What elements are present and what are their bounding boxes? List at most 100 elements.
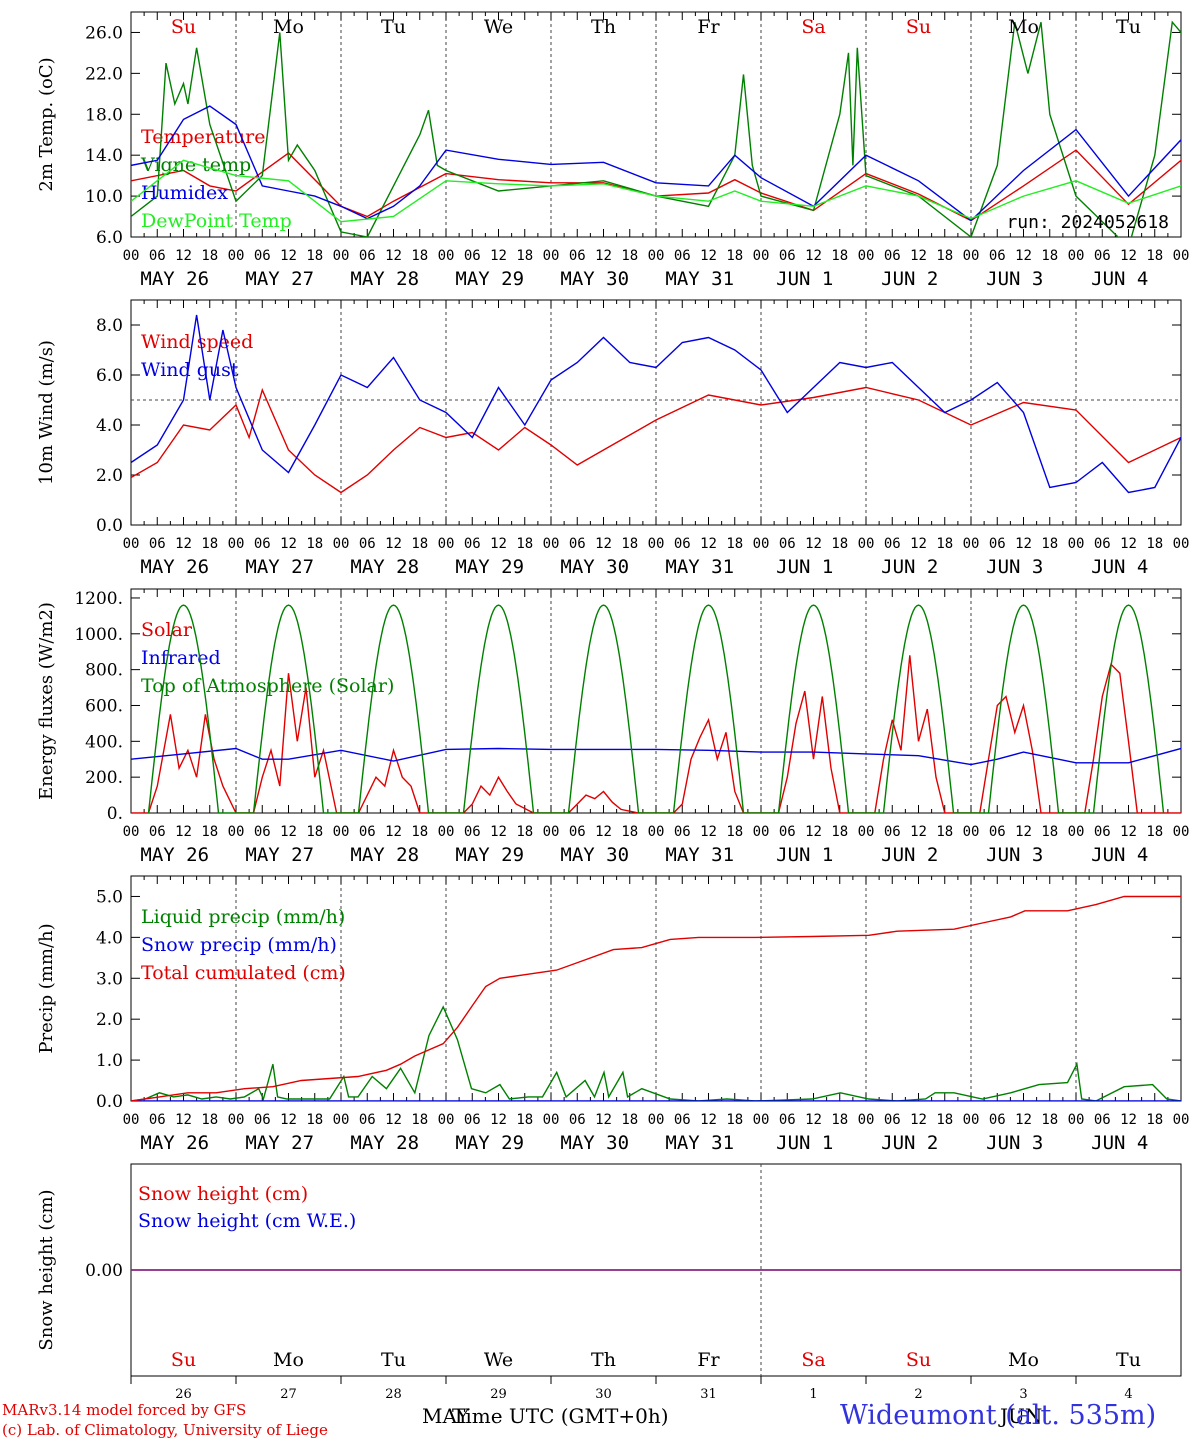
hour-tick-label: 18 <box>1146 536 1163 552</box>
hour-tick-label: 18 <box>726 824 743 840</box>
date-label: MAY 28 <box>350 556 419 578</box>
hour-tick-label: 06 <box>359 824 376 840</box>
hour-tick-label: 06 <box>569 536 586 552</box>
hour-tick-label: 06 <box>1094 824 1111 840</box>
hour-tick-label: 06 <box>674 248 691 264</box>
date-label: MAY 30 <box>560 1132 629 1154</box>
series-line-wind-speed <box>131 386 1181 494</box>
hour-tick-label: 12 <box>175 1112 192 1128</box>
hour-tick-label: 18 <box>1041 1112 1058 1128</box>
hour-tick-label: 06 <box>674 1112 691 1128</box>
y-tick-label: 22.0 <box>85 64 123 84</box>
hour-tick-label: 00 <box>543 1112 560 1128</box>
date-label: MAY 27 <box>245 268 314 290</box>
day-number-label: 27 <box>280 1387 297 1402</box>
hour-tick-label: 00 <box>1173 824 1190 840</box>
weekday-label: Fr <box>697 16 720 38</box>
hour-tick-label: 06 <box>884 248 901 264</box>
hour-tick-label: 06 <box>884 536 901 552</box>
hour-tick-label: 18 <box>726 248 743 264</box>
y-tick-label: 2.0 <box>96 466 123 486</box>
hour-tick-label: 18 <box>936 1112 953 1128</box>
hour-tick-label: 12 <box>385 536 402 552</box>
hour-tick-label: 00 <box>1173 536 1190 552</box>
day-number-label: 4 <box>1124 1387 1132 1402</box>
model-credit: MARv3.14 model forced by GFS <box>2 1401 247 1419</box>
hour-tick-label: 12 <box>490 824 507 840</box>
hour-tick-label: 12 <box>1015 248 1032 264</box>
hour-tick-label: 06 <box>989 1112 1006 1128</box>
hour-tick-label: 18 <box>306 536 323 552</box>
weekday-label: Su <box>906 16 931 38</box>
hour-tick-label: 06 <box>254 536 271 552</box>
hour-tick-label: 18 <box>411 1112 428 1128</box>
hour-tick-label: 18 <box>621 248 638 264</box>
day-number-label: 28 <box>385 1387 402 1402</box>
hour-tick-label: 12 <box>805 248 822 264</box>
y-tick-label: 200. <box>85 768 123 788</box>
hour-tick-label: 06 <box>779 536 796 552</box>
date-label: MAY 30 <box>560 556 629 578</box>
y-tick-label: 1000. <box>74 625 123 645</box>
plot-frame-0 <box>130 11 1182 238</box>
hour-tick-label: 12 <box>910 536 927 552</box>
hour-tick-label: 12 <box>595 248 612 264</box>
date-label: JUN 4 <box>1091 268 1148 290</box>
hour-tick-label: 00 <box>438 1112 455 1128</box>
hour-tick-label: 18 <box>516 248 533 264</box>
weekday-label: We <box>484 16 513 38</box>
hour-tick-label: 18 <box>1146 1112 1163 1128</box>
weekday-label: Th <box>591 1349 616 1371</box>
hour-tick-label: 00 <box>753 536 770 552</box>
weekday-label: Su <box>906 1349 931 1371</box>
hour-tick-label: 06 <box>779 824 796 840</box>
legend-entry: Top of Atmosphere (Solar) <box>141 675 394 697</box>
hour-tick-label: 18 <box>831 536 848 552</box>
hour-tick-label: 12 <box>175 536 192 552</box>
hour-tick-label: 12 <box>1120 824 1137 840</box>
hour-tick-label: 18 <box>936 536 953 552</box>
hour-tick-label: 18 <box>936 248 953 264</box>
hour-tick-label: 12 <box>805 1112 822 1128</box>
date-label: MAY 28 <box>350 844 419 866</box>
hour-tick-label: 00 <box>858 824 875 840</box>
date-label: MAY 28 <box>350 1132 419 1154</box>
hour-tick-label: 18 <box>831 1112 848 1128</box>
hour-tick-label: 18 <box>936 824 953 840</box>
hour-tick-label: 00 <box>1068 248 1085 264</box>
hour-tick-label: 06 <box>1094 1112 1111 1128</box>
hour-tick-label: 12 <box>280 824 297 840</box>
y-axis-label: Energy fluxes (W/m2) <box>36 602 57 800</box>
y-tick-label: 0.00 <box>85 1261 123 1281</box>
hour-tick-label: 00 <box>123 824 140 840</box>
hour-tick-label: 12 <box>385 1112 402 1128</box>
run-label: run: 2024052618 <box>1006 212 1169 233</box>
hour-tick-label: 12 <box>280 248 297 264</box>
hour-tick-label: 12 <box>490 536 507 552</box>
hour-tick-label: 00 <box>648 1112 665 1128</box>
y-tick-label: 18.0 <box>85 105 123 125</box>
hour-tick-label: 00 <box>963 1112 980 1128</box>
hour-tick-label: 00 <box>858 248 875 264</box>
day-number-label: 29 <box>490 1387 507 1402</box>
hour-tick-label: 12 <box>490 248 507 264</box>
hour-tick-label: 00 <box>543 536 560 552</box>
date-label: JUN 1 <box>776 844 833 866</box>
hour-tick-label: 12 <box>490 1112 507 1128</box>
hour-tick-label: 00 <box>648 536 665 552</box>
hour-tick-label: 18 <box>201 824 218 840</box>
hour-tick-label: 00 <box>438 824 455 840</box>
month-may-label: MAY <box>422 1404 470 1428</box>
hour-tick-label: 06 <box>254 824 271 840</box>
weekday-label: Tu <box>1116 1349 1141 1371</box>
hour-tick-label: 00 <box>963 824 980 840</box>
date-label: MAY 27 <box>245 1132 314 1154</box>
hour-tick-label: 12 <box>910 824 927 840</box>
y-tick-label: 3.0 <box>96 969 123 989</box>
hour-tick-label: 06 <box>674 536 691 552</box>
hour-tick-label: 12 <box>805 536 822 552</box>
date-label: MAY 29 <box>455 1132 524 1154</box>
hour-tick-label: 12 <box>1015 824 1032 840</box>
hour-tick-label: 06 <box>569 248 586 264</box>
hour-tick-label: 18 <box>411 536 428 552</box>
